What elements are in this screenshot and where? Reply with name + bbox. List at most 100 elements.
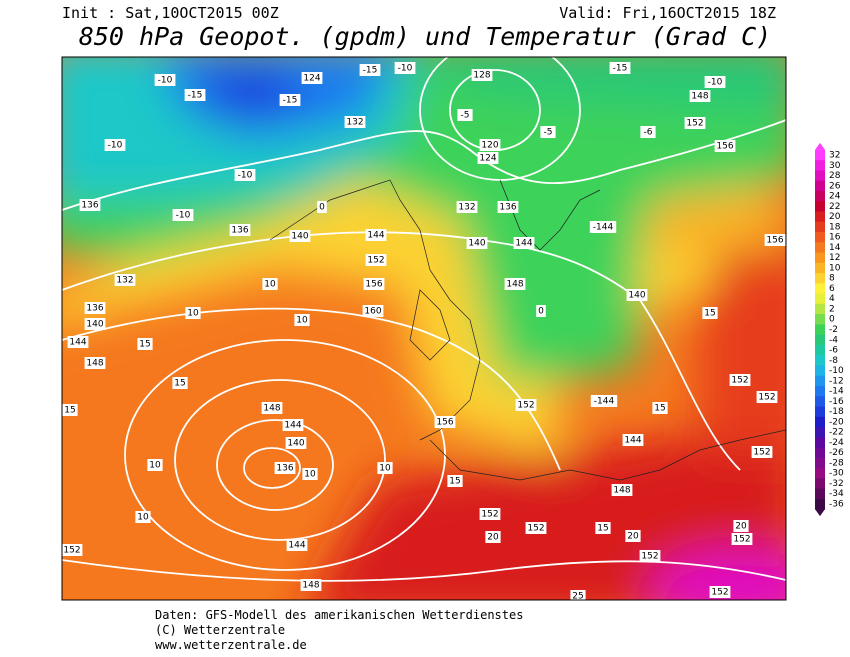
colorbar-label: 24 bbox=[829, 192, 841, 202]
contour-label: 128 bbox=[471, 69, 493, 81]
colorbar-swatch bbox=[815, 437, 825, 449]
contour-label: 152 bbox=[756, 391, 778, 403]
contour-label: 15 bbox=[447, 475, 463, 487]
colorbar-swatch bbox=[815, 406, 825, 418]
contour-label-text: -10 bbox=[708, 78, 723, 88]
contour-label: -10 bbox=[704, 76, 726, 88]
colorbar-swatch bbox=[815, 385, 825, 397]
contour-label: 140 bbox=[84, 318, 106, 330]
contour-label-text: 140 bbox=[291, 232, 308, 242]
contour-label: 148 bbox=[300, 579, 322, 591]
contour-label: 144 bbox=[622, 434, 644, 446]
contour-label: 10 bbox=[302, 468, 318, 480]
colorbar-label: -18 bbox=[829, 407, 844, 417]
contour-label-box bbox=[294, 314, 310, 326]
contour-label-text: 152 bbox=[758, 393, 775, 403]
contour-label: 152 bbox=[751, 446, 773, 458]
contour-label: 0 bbox=[317, 201, 327, 213]
contour-label-box bbox=[185, 307, 201, 319]
contour-label-text: -144 bbox=[593, 223, 614, 233]
contour-label-text: 132 bbox=[458, 203, 475, 213]
contour-label-box bbox=[756, 391, 778, 403]
contour-label-box bbox=[300, 579, 322, 591]
contour-label-text: 20 bbox=[735, 522, 747, 532]
contour-label-text: 152 bbox=[641, 552, 658, 562]
contour-label-box bbox=[589, 221, 617, 233]
contour-label-box bbox=[377, 462, 393, 474]
colorbar-label: -4 bbox=[829, 335, 838, 345]
colorbar-label: -36 bbox=[829, 500, 844, 510]
contour-label: 148 bbox=[261, 402, 283, 414]
contour-label-text: 10 bbox=[137, 513, 149, 523]
contour-label-box bbox=[84, 302, 106, 314]
contour-label: 152 bbox=[729, 374, 751, 386]
contour-label-box bbox=[234, 169, 256, 181]
contour-label-box bbox=[274, 462, 296, 474]
contour-label-box bbox=[704, 76, 726, 88]
contour-label-box bbox=[504, 278, 526, 290]
contour-label: 140 bbox=[289, 230, 311, 242]
contour-label-text: 132 bbox=[116, 276, 133, 286]
contour-label: -10 bbox=[104, 139, 126, 151]
contour-label-text: 156 bbox=[436, 418, 453, 428]
contour-label-box bbox=[525, 522, 547, 534]
contour-label: 144 bbox=[67, 336, 89, 348]
contour-label: 152 bbox=[684, 117, 706, 129]
map-frame bbox=[61, 56, 787, 601]
contour-label-text: 144 bbox=[624, 436, 641, 446]
colorbar-swatch bbox=[815, 416, 825, 428]
colorbar-swatch bbox=[815, 180, 825, 192]
colorbar-label: -28 bbox=[829, 458, 844, 468]
contour-label-text: 156 bbox=[365, 280, 382, 290]
contour-label-text: 132 bbox=[346, 118, 363, 128]
contour-label: -15 bbox=[184, 89, 206, 101]
contour-label-box bbox=[365, 229, 387, 241]
contour-label-text: 128 bbox=[473, 71, 490, 81]
contour-label-box bbox=[570, 590, 586, 600]
colorbar-label: -14 bbox=[829, 387, 844, 397]
contour-label-box bbox=[709, 586, 731, 598]
contour-label: 140 bbox=[466, 237, 488, 249]
coastlines bbox=[269, 179, 786, 481]
contour-label: 15 bbox=[172, 377, 188, 389]
contour-label-text: 20 bbox=[627, 532, 639, 542]
contour-label-text: 10 bbox=[379, 464, 391, 474]
contour-label-text: 152 bbox=[367, 256, 384, 266]
contour-label-box bbox=[479, 139, 501, 151]
contour-label-text: -15 bbox=[613, 64, 628, 74]
contour-label-text: -10 bbox=[398, 64, 413, 74]
contour-label-box bbox=[689, 90, 711, 102]
colorbar-label: 12 bbox=[829, 253, 840, 263]
contour-label: -10 bbox=[154, 74, 176, 86]
colorbar-swatch bbox=[815, 283, 825, 295]
contour-label: -144 bbox=[590, 395, 618, 407]
contour-label-box bbox=[154, 74, 176, 86]
contour-label-box bbox=[172, 209, 194, 221]
colorbar-label: -12 bbox=[829, 376, 844, 386]
contour-label-text: -10 bbox=[108, 141, 123, 151]
contour-label-box bbox=[84, 318, 106, 330]
contour-label-box bbox=[282, 419, 304, 431]
contour-label-box bbox=[301, 72, 323, 84]
colorbar-label: 22 bbox=[829, 202, 840, 212]
contour-label: 124 bbox=[477, 152, 499, 164]
contour-label: 10 bbox=[294, 314, 310, 326]
contour-label-text: 152 bbox=[527, 524, 544, 534]
contour-label-box bbox=[67, 336, 89, 348]
contour-label-box bbox=[84, 357, 106, 369]
footer-copyright: (C) Wetterzentrale bbox=[155, 623, 285, 637]
colorbar-label: 6 bbox=[829, 284, 835, 294]
contour-label-text: -144 bbox=[594, 397, 615, 407]
contour-label-text: -15 bbox=[188, 91, 203, 101]
colorbar-label: 30 bbox=[829, 161, 841, 171]
colorbar-swatch bbox=[815, 303, 825, 315]
contour-label-box bbox=[513, 237, 535, 249]
colorbar-swatch bbox=[815, 427, 825, 438]
contour-label-box bbox=[79, 199, 101, 211]
contour-label: 152 bbox=[62, 544, 83, 556]
colorbar-label: -10 bbox=[829, 366, 844, 376]
contour-label-text: -10 bbox=[238, 171, 253, 181]
contour-label-box bbox=[764, 234, 786, 246]
colorbar-swatch bbox=[815, 190, 825, 202]
contour-label-text: 20 bbox=[487, 533, 499, 543]
